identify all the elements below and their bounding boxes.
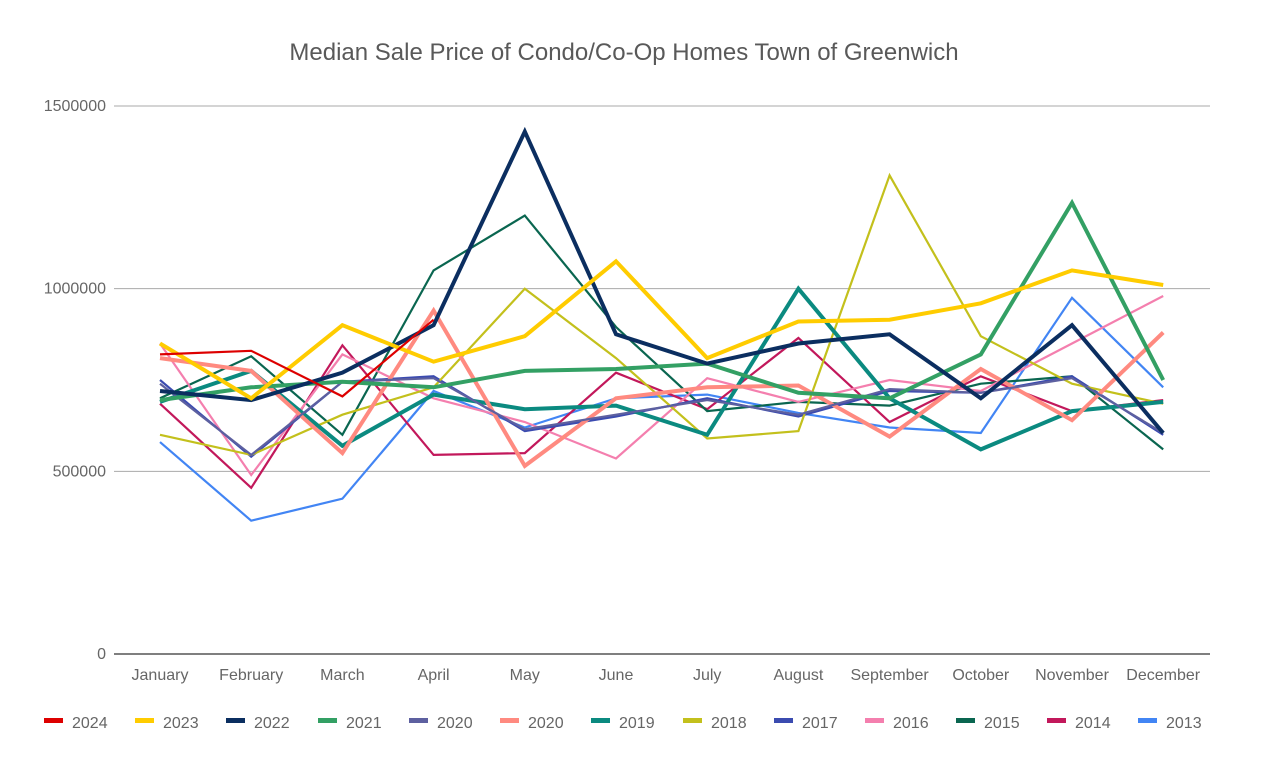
series-line-2022: [159, 126, 1165, 435]
legend-swatch: [409, 718, 428, 723]
legend-label: 2015: [984, 715, 1020, 732]
x-tick-label: January: [132, 667, 189, 684]
legend-item-2020[interactable]: 2020: [409, 715, 473, 732]
series-line-2014: [159, 336, 1164, 490]
y-tick-label: 1500000: [44, 98, 106, 115]
legend-swatch: [1138, 718, 1157, 723]
legend-swatch: [683, 718, 702, 723]
legend-label: 2017: [802, 715, 838, 732]
series-line-2013: [159, 296, 1164, 522]
legend-item-2019[interactable]: 2019: [591, 715, 655, 732]
legend-swatch: [500, 718, 519, 723]
series-line-2020: [159, 377, 1164, 457]
series-line-2015: [159, 214, 1164, 451]
legend-swatch: [135, 718, 154, 723]
legend-label: 2013: [1166, 715, 1202, 732]
legend-swatch: [44, 718, 63, 723]
legend-item-2016[interactable]: 2016: [865, 715, 929, 732]
x-tick-label: June: [599, 667, 634, 684]
x-tick-label: November: [1035, 667, 1109, 684]
series-line-2023: [158, 258, 1164, 401]
legend-label: 2014: [1075, 715, 1111, 732]
legend-swatch: [591, 718, 610, 723]
legend-item-2024[interactable]: 2024: [44, 715, 108, 732]
series-line-2021: [159, 198, 1165, 403]
legend-label: 2024: [72, 715, 108, 732]
y-tick-label: 1000000: [44, 281, 106, 298]
x-tick-label: February: [219, 667, 283, 684]
legend-item-2023[interactable]: 2023: [135, 715, 199, 732]
legend-item-2014[interactable]: 2014: [1047, 715, 1111, 732]
legend-label: 2023: [163, 715, 199, 732]
x-tick-label: April: [418, 667, 450, 684]
series-line-2018: [159, 172, 1164, 457]
x-tick-label: May: [510, 667, 540, 684]
series-line-2020: [159, 306, 1165, 469]
x-tick-label: August: [773, 667, 823, 684]
legend-swatch: [226, 718, 245, 723]
series-line-2024: [159, 318, 435, 398]
legend-swatch: [774, 718, 793, 723]
legend-swatch: [318, 718, 337, 723]
legend-item-2018[interactable]: 2018: [683, 715, 747, 732]
legend-label: 2019: [619, 715, 655, 732]
y-tick-label: 0: [97, 646, 106, 663]
x-tick-label: March: [320, 667, 364, 684]
legend-item-2013[interactable]: 2013: [1138, 715, 1202, 732]
x-tick-label: July: [693, 667, 721, 684]
legend-label: 2022: [254, 715, 290, 732]
legend-swatch: [865, 718, 884, 723]
legend-swatch: [956, 718, 975, 723]
legend-item-2020[interactable]: 2020: [500, 715, 564, 732]
series-line-2019: [159, 285, 1164, 452]
legend-label: 2016: [893, 715, 929, 732]
legend-item-2021[interactable]: 2021: [318, 715, 382, 732]
legend-item-2015[interactable]: 2015: [956, 715, 1020, 732]
x-tick-label: December: [1126, 667, 1200, 684]
x-tick-label: October: [952, 667, 1010, 684]
legend-label: 2021: [346, 715, 382, 732]
legend-item-2022[interactable]: 2022: [226, 715, 290, 732]
y-tick-label: 500000: [53, 463, 106, 480]
legend-label: 2018: [711, 715, 747, 732]
legend-item-2017[interactable]: 2017: [774, 715, 838, 732]
chart-title: Median Sale Price of Condo/Co-Op Homes T…: [289, 39, 958, 66]
x-tick-label: September: [850, 667, 929, 684]
legend-label: 2020: [437, 715, 473, 732]
legend-label: 2020: [528, 715, 564, 732]
legend-swatch: [1047, 718, 1066, 723]
